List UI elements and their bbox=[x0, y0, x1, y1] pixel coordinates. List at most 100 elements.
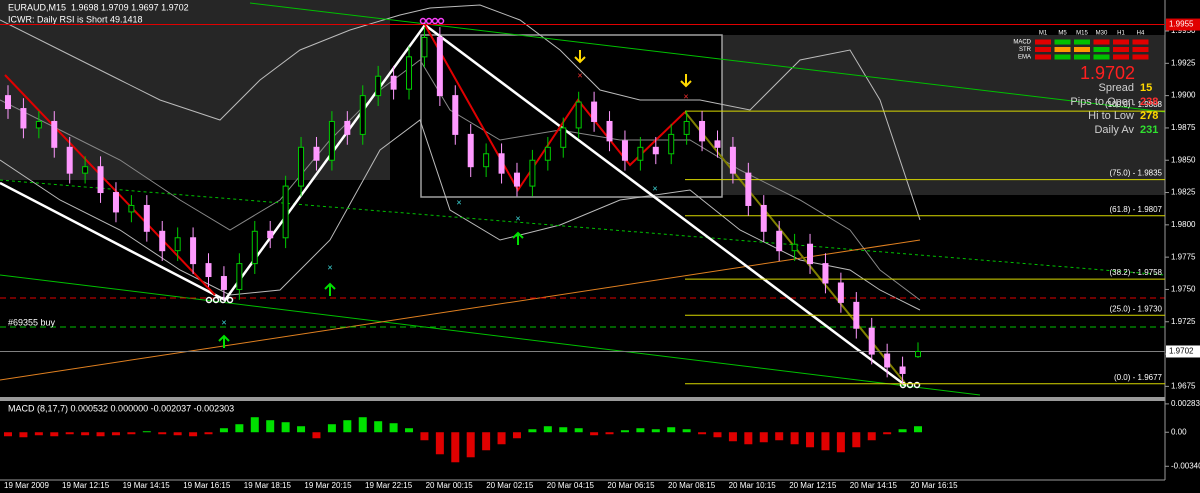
macd-bar bbox=[790, 432, 799, 445]
candle-body bbox=[97, 166, 104, 194]
candle-body bbox=[621, 140, 628, 161]
panel-signal bbox=[1093, 39, 1110, 45]
macd-bar bbox=[19, 432, 28, 438]
macd-bar bbox=[127, 432, 136, 435]
y-tick-label: 1.9925 bbox=[1171, 58, 1196, 67]
macd-bar bbox=[698, 432, 707, 435]
price-marker bbox=[1166, 18, 1200, 31]
shaded-zone bbox=[0, 0, 390, 180]
macd-bar bbox=[497, 432, 506, 445]
panel-signal bbox=[1035, 47, 1051, 52]
candle-body bbox=[5, 95, 11, 110]
y-tick-label: 1.9875 bbox=[1171, 123, 1196, 132]
panel-signal bbox=[1113, 39, 1129, 45]
y-tick-label: 1.9900 bbox=[1171, 91, 1196, 100]
macd-y-tick-label: 0.00283 bbox=[1171, 399, 1200, 408]
pivot-circles bbox=[205, 17, 921, 389]
y-tick-label: 1.9750 bbox=[1171, 285, 1196, 294]
panel-signal bbox=[1093, 47, 1110, 52]
x-tick-label: 20 Mar 04:15 bbox=[547, 481, 595, 490]
candle-body bbox=[668, 133, 675, 155]
macd-bar bbox=[759, 432, 768, 443]
y-tick-label: 1.9825 bbox=[1171, 188, 1196, 197]
panel-signal bbox=[1113, 47, 1129, 52]
candle-body bbox=[729, 146, 736, 174]
candle-body bbox=[112, 192, 119, 213]
panel-column: M1 bbox=[1039, 31, 1048, 37]
x-tick-label: 19 Mar 14:15 bbox=[123, 481, 171, 490]
y-tick-label: 1.9950 bbox=[1171, 26, 1196, 35]
x-tick-label: 20 Mar 14:15 bbox=[850, 481, 898, 490]
fib-label: (0.0) - 1.9677 bbox=[1114, 373, 1163, 382]
macd-bar bbox=[327, 424, 336, 433]
fib-label: (100.0) - 1.9888 bbox=[1105, 100, 1162, 109]
macd-label: MACD (8,17,7) 0.000532 0.000000 -0.00203… bbox=[8, 403, 234, 413]
candle-body bbox=[483, 153, 490, 168]
macd-bar bbox=[728, 432, 737, 442]
candle-body bbox=[282, 185, 289, 239]
panel-separator bbox=[0, 397, 1165, 401]
macd-bar bbox=[189, 432, 198, 437]
fib-label: (25.0) - 1.9730 bbox=[1110, 304, 1163, 313]
candle-body bbox=[899, 366, 906, 374]
shaded-zone bbox=[722, 35, 1165, 195]
macd-bar bbox=[266, 420, 275, 433]
macd-bar bbox=[312, 432, 321, 439]
panel-signal bbox=[1054, 39, 1071, 45]
macd-bar bbox=[4, 432, 12, 437]
macd-bar bbox=[219, 428, 228, 433]
svg-text:×: × bbox=[456, 197, 461, 207]
zigzag bbox=[0, 23, 906, 386]
macd-bar bbox=[713, 432, 722, 438]
y-tick-label: 1.9800 bbox=[1171, 220, 1196, 229]
range-box bbox=[420, 34, 723, 198]
candle-body bbox=[714, 140, 721, 148]
candle-body bbox=[760, 204, 767, 232]
x-markers: × × × × × × × bbox=[221, 70, 688, 327]
macd-bar bbox=[34, 432, 43, 436]
macd-bar bbox=[914, 426, 922, 433]
macd-bar bbox=[883, 432, 892, 435]
candle-body bbox=[544, 146, 551, 161]
macd-bar bbox=[281, 422, 290, 433]
macd-bar bbox=[297, 426, 306, 433]
trend-line bbox=[0, 239, 921, 381]
chart-title: EURAUD,M15 1.9698 1.9709 1.9697 1.9702 bbox=[8, 2, 189, 12]
candle-body bbox=[375, 75, 382, 97]
macd-bar bbox=[204, 432, 213, 435]
macd-bar bbox=[466, 432, 475, 458]
candle-body bbox=[128, 204, 135, 213]
macd-bar bbox=[682, 429, 691, 433]
macd-bar bbox=[867, 432, 876, 441]
macd-bar bbox=[543, 426, 552, 433]
candle-body bbox=[267, 230, 274, 239]
candle-body bbox=[421, 36, 428, 58]
macd-bar bbox=[559, 427, 568, 433]
candle-body bbox=[529, 159, 536, 187]
x-tick-label: 20 Mar 16:15 bbox=[910, 481, 958, 490]
macd-bar bbox=[605, 432, 614, 435]
candle-body bbox=[313, 146, 320, 161]
stat-value: 238 bbox=[1140, 96, 1158, 108]
x-tick-label: 20 Mar 00:15 bbox=[426, 481, 474, 490]
candle-body bbox=[791, 243, 798, 252]
panel-signal bbox=[1054, 54, 1071, 60]
macd-bar bbox=[142, 431, 151, 433]
candle-body bbox=[498, 153, 505, 174]
panel-signal bbox=[1132, 54, 1149, 60]
candle-body bbox=[205, 263, 212, 278]
panel-signal bbox=[1074, 39, 1090, 45]
macd-y-tick-label: -0.00340 bbox=[1171, 461, 1200, 470]
macd-bar bbox=[528, 429, 537, 433]
macd-bar bbox=[482, 432, 491, 451]
candle-body bbox=[683, 120, 690, 135]
panel-signal bbox=[1035, 54, 1051, 60]
macd-y-tick-label: 0.00 bbox=[1171, 427, 1187, 436]
panel-column: M30 bbox=[1096, 31, 1108, 37]
candle-body bbox=[359, 95, 366, 135]
candle-body bbox=[575, 101, 582, 129]
price-marker bbox=[1166, 345, 1200, 358]
macd-bar bbox=[590, 432, 599, 436]
trend-line bbox=[249, 2, 1166, 113]
panel-signal bbox=[1074, 47, 1090, 52]
